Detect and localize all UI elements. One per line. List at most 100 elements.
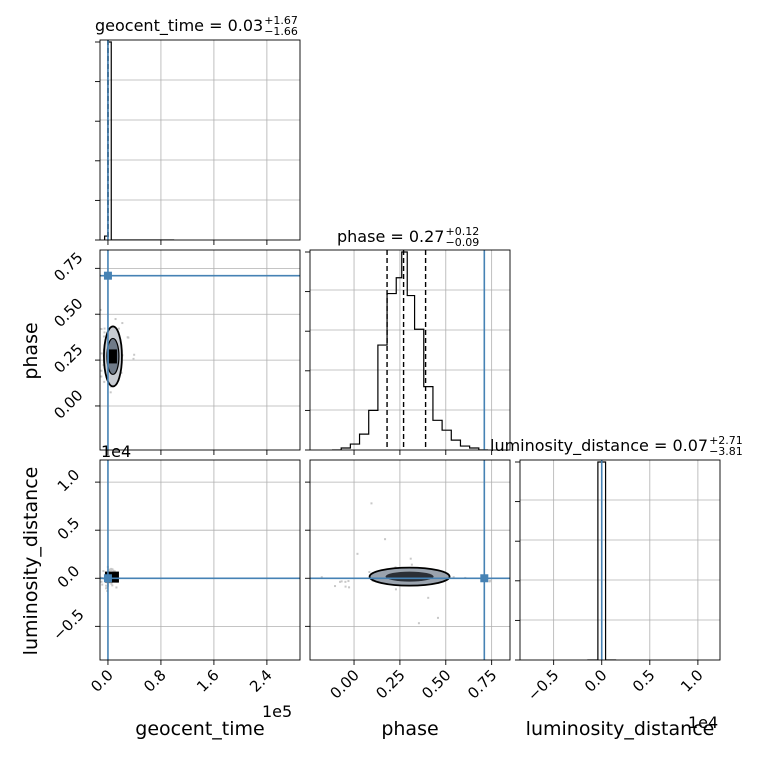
truth-marker: [103, 271, 112, 280]
scatter-point: [115, 586, 118, 589]
scatter-point: [103, 331, 106, 334]
title-luminosity-distance-plus: +2.71: [709, 434, 743, 447]
panel-luminosity-distance: [587, 460, 617, 660]
scatter-point: [417, 622, 420, 625]
panel-frame-1-1: [309, 249, 511, 451]
x-tick-label-luminosity-distance-0: −0.5: [524, 666, 562, 704]
scatter-point: [103, 335, 106, 338]
scatter-point: [488, 580, 491, 583]
y-tick-label-luminosity-distance-0: −0.5: [49, 606, 87, 644]
offset-label-y-luminosity-distance: 1e4: [101, 442, 131, 461]
scatter-point: [97, 363, 99, 365]
x-tick-label-phase-0: 0.00: [327, 666, 363, 702]
histogram-geocent-time: [104, 41, 175, 240]
scatter-point: [356, 552, 359, 555]
scatter-point: [132, 357, 135, 360]
x-tick-label-phase-2: 0.50: [418, 666, 454, 702]
scatter-point: [89, 325, 91, 327]
scatter-point: [109, 391, 112, 394]
density-contour-inner: [385, 571, 434, 582]
title-phase-label: phase = 0.27: [337, 227, 444, 246]
scatter-point: [97, 325, 99, 327]
scatter-point: [103, 327, 106, 330]
panel-frame-1-0: [99, 249, 301, 451]
x-tick-label-geocent-time-3: 2.4: [246, 666, 276, 696]
y-tick-label-phase-2: 0.50: [50, 295, 86, 331]
scatter-point: [368, 570, 371, 573]
scatter-point: [100, 375, 103, 378]
scatter-point: [347, 580, 350, 583]
title-phase-plus: +0.12: [445, 225, 479, 238]
scatter-point: [370, 502, 373, 505]
scatter-point: [108, 568, 111, 571]
scatter-point: [121, 322, 124, 325]
y-tick-label-luminosity-distance-2: 0.5: [54, 514, 84, 544]
scatter-point: [114, 318, 117, 321]
scatter-point: [410, 563, 413, 566]
scatter-point: [409, 557, 412, 560]
scatter-point: [344, 580, 347, 583]
x-axis-label-geocent-time: geocent_time: [135, 718, 264, 740]
x-tick-label-phase-3: 0.75: [464, 666, 500, 702]
scatter-point: [108, 570, 111, 573]
scatter-point: [126, 336, 129, 339]
y-tick-label-phase-0: 0.00: [50, 386, 86, 422]
title-luminosity-distance-minus: −3.81: [709, 445, 743, 458]
scatter-point: [103, 380, 106, 383]
scatter-point: [427, 596, 430, 599]
x-tick-label-luminosity-distance-3: 1.0: [677, 666, 707, 696]
title-phase-minus: −0.09: [445, 236, 479, 249]
scatter-point: [91, 355, 93, 357]
scatter-point: [334, 585, 337, 588]
scatter-point: [105, 586, 108, 589]
x-tick-label-geocent-time-2: 1.6: [193, 666, 223, 696]
scatter-point: [340, 580, 343, 583]
y-axis-label-phase: phase: [20, 322, 42, 379]
x-axis-label-luminosity-distance: luminosity_distance: [526, 718, 715, 740]
offset-label-x-luminosity-distance: 1e4: [688, 713, 718, 732]
x-tick-label-luminosity-distance-2: 0.5: [629, 666, 659, 696]
scatter-point: [89, 349, 91, 351]
scatter-point: [90, 388, 92, 390]
x-axis-label-phase: phase: [381, 718, 438, 740]
scatter-point: [452, 576, 455, 579]
scatter-point: [113, 570, 116, 573]
panel-phase: [332, 250, 488, 450]
y-axis-label-luminosity-distance: luminosity_distance: [20, 467, 42, 656]
scatter-point: [100, 352, 103, 355]
title-geocent-time-plus: +1.67: [264, 14, 298, 27]
scatter-point: [111, 584, 114, 587]
truth-marker: [103, 574, 112, 583]
panel-geocent-time-vs-phase: [89, 250, 300, 450]
offset-label-x-geocent-time: 1e5: [262, 702, 292, 721]
x-tick-label-phase-1: 0.25: [372, 666, 408, 702]
y-tick-label-phase-1: 0.25: [50, 340, 86, 376]
x-tick-label-geocent-time-1: 0.8: [140, 666, 170, 696]
axes-frames: [99, 39, 721, 661]
y-tick-label-phase-3: 0.75: [50, 249, 86, 285]
scatter-point: [394, 588, 397, 591]
density-core: [108, 349, 117, 364]
scatter-point: [117, 327, 120, 330]
panel-geocent-time: [104, 40, 175, 240]
scatter-point: [100, 369, 103, 372]
scatter-point: [101, 583, 104, 586]
panel-frame-2-1: [309, 459, 511, 661]
scatter-point: [348, 586, 351, 589]
truth-marker: [480, 574, 489, 583]
scatter-point: [320, 576, 323, 579]
scatter-point: [110, 569, 113, 572]
scatter-point: [133, 353, 136, 356]
scatter-point: [91, 336, 93, 338]
title-geocent-time: geocent_time = 0.03: [95, 16, 263, 36]
scatter-point: [102, 570, 105, 573]
title-luminosity-distance-label: luminosity_distance = 0.07: [490, 436, 708, 456]
scatter-point: [100, 580, 103, 583]
scatter-point: [344, 585, 347, 588]
title-geocent-time-minus: −1.66: [264, 25, 298, 38]
panel-geocent-time-vs-luminosity-distance: [100, 460, 300, 660]
scatter-point: [110, 582, 113, 585]
scatter-point: [97, 342, 99, 344]
panel-phase-vs-luminosity-distance: [310, 460, 510, 660]
panel-frame-2-0: [99, 459, 301, 661]
